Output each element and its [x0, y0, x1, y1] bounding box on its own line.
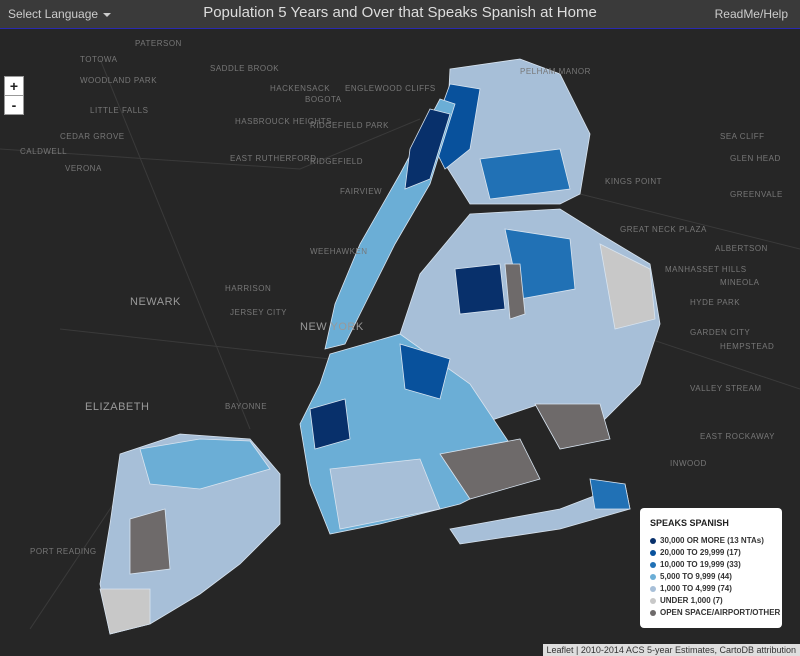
legend-swatch — [650, 573, 656, 580]
place-label: ELIZABETH — [85, 401, 149, 413]
staten-island-north[interactable] — [139, 438, 271, 490]
place-label: HACKENSACK — [270, 84, 330, 93]
place-label: EAST RUTHERFORD — [230, 154, 316, 163]
place-label: ALBERTSON — [715, 244, 768, 253]
place-label: HARRISON — [225, 284, 271, 293]
legend-item: UNDER 1,000 (7) — [650, 596, 723, 605]
place-label: FAIRVIEW — [340, 187, 382, 196]
legend-label: 10,000 TO 19,999 (33) — [660, 560, 741, 569]
place-label: PATERSON — [135, 39, 182, 48]
page-title: Population 5 Years and Over that Speaks … — [203, 4, 597, 21]
legend-swatch — [650, 609, 656, 616]
place-label: WEEHAWKEN — [310, 247, 368, 256]
legend-swatch — [650, 537, 656, 544]
legend-item: 30,000 OR MORE (13 NTAs) — [650, 536, 764, 545]
queens-east[interactable] — [599, 243, 656, 330]
fresh-kills[interactable] — [129, 508, 171, 575]
legend-label: UNDER 1,000 (7) — [660, 596, 723, 605]
place-label: NEW YORK — [300, 321, 364, 333]
legend-item: 20,000 TO 29,999 (17) — [650, 548, 741, 557]
legend-item: 5,000 TO 9,999 (44) — [650, 572, 732, 581]
roads — [0, 58, 800, 630]
place-label: HYDE PARK — [690, 298, 740, 307]
legend-swatch — [650, 585, 656, 592]
place-label: PORT READING — [30, 547, 97, 556]
place-label: CEDAR GROVE — [60, 132, 125, 141]
place-label: KINGS POINT — [605, 177, 662, 186]
place-label: PELHAM MANOR — [520, 67, 591, 76]
place-label: MINEOLA — [720, 278, 760, 287]
legend-label: 5,000 TO 9,999 (44) — [660, 572, 732, 581]
place-label: BOGOTA — [305, 95, 342, 104]
jamaica-bay[interactable] — [439, 438, 541, 500]
place-label: GLEN HEAD — [730, 154, 781, 163]
legend-swatch — [650, 597, 656, 604]
place-label: RIDGEFIELD — [310, 157, 363, 166]
staten-island[interactable] — [99, 433, 281, 635]
place-label: JERSEY CITY — [230, 308, 287, 317]
place-label: NEWARK — [130, 296, 181, 308]
jfk[interactable] — [534, 403, 611, 450]
header: Select Language Population 5 Years and O… — [0, 0, 800, 29]
place-label: GREAT NECK PLAZA — [620, 225, 707, 234]
legend-item: 1,000 TO 4,999 (74) — [650, 584, 732, 593]
corona[interactable] — [454, 263, 506, 315]
sunset-park[interactable] — [309, 398, 351, 450]
legend-label: 20,000 TO 29,999 (17) — [660, 548, 741, 557]
place-label: ENGLEWOOD CLIFFS — [345, 84, 436, 93]
place-label: WOODLAND PARK — [80, 76, 157, 85]
bushwick[interactable] — [399, 343, 451, 400]
bronx-south[interactable] — [479, 148, 571, 200]
place-label: MANHASSET HILLS — [665, 265, 747, 274]
place-label: CALDWELL — [20, 147, 67, 156]
place-label: GREENVALE — [730, 190, 783, 199]
language-selector[interactable]: Select Language — [8, 7, 111, 21]
place-label: HEMPSTEAD — [720, 342, 774, 351]
place-label: INWOOD — [670, 459, 707, 468]
place-label: EAST ROCKAWAY — [700, 432, 775, 441]
legend-swatch — [650, 549, 656, 556]
legend-label: 1,000 TO 4,999 (74) — [660, 584, 732, 593]
place-labels: PATERSON TOTOWA WOODLAND PARK SADDLE BROOK H… — [20, 39, 783, 556]
legend-label: OPEN SPACE/AIRPORT/OTHER — [660, 608, 781, 617]
place-label: GARDEN CITY — [690, 328, 750, 337]
place-label: TOTOWA — [80, 55, 118, 64]
nta-polygons — [99, 58, 661, 635]
place-label: VALLEY STREAM — [690, 384, 762, 393]
brooklyn-south[interactable] — [329, 458, 441, 530]
place-label: SADDLE BROOK — [210, 64, 279, 73]
place-label: BAYONNE — [225, 402, 267, 411]
place-label: HASBROUCK HEIGHTS — [235, 117, 332, 126]
map[interactable]: PATERSON TOTOWA WOODLAND PARK SADDLE BROOK H… — [0, 29, 800, 656]
legend: SPEAKS SPANISH 30,000 OR MORE (13 NTAs) 2… — [640, 508, 782, 628]
legend-swatch — [650, 561, 656, 568]
flushing-park[interactable] — [504, 263, 526, 320]
staten-island-south[interactable] — [99, 588, 151, 635]
place-label: LITTLE FALLS — [90, 106, 148, 115]
help-link[interactable]: ReadMe/Help — [714, 7, 788, 21]
washington-heights[interactable] — [404, 108, 451, 190]
place-label: SEA CLIFF — [720, 132, 765, 141]
attribution: Leaflet | 2010-2014 ACS 5-year Estimates… — [542, 644, 800, 656]
legend-label: 30,000 OR MORE (13 NTAs) — [660, 536, 764, 545]
legend-item: 10,000 TO 19,999 (33) — [650, 560, 741, 569]
far-rockaway[interactable] — [589, 478, 631, 510]
zoom-in[interactable]: + — [4, 76, 24, 96]
place-label: VERONA — [65, 164, 102, 173]
place-label: RIDGEFIELD PARK — [310, 121, 389, 130]
legend-item: OPEN SPACE/AIRPORT/OTHER — [650, 608, 780, 617]
legend-title: SPEAKS SPANISH — [650, 518, 729, 528]
zoom-out[interactable]: - — [4, 95, 24, 115]
